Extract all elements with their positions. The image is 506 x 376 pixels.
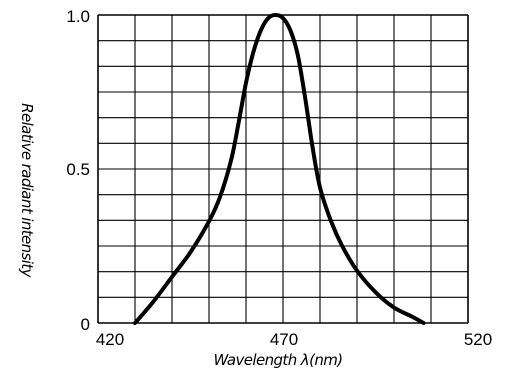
y-tick-label-0: 0	[81, 315, 90, 334]
y-tick-label-1.0: 1.0	[66, 7, 90, 26]
chart-curve	[133, 13, 426, 325]
chart-grid	[97, 14, 469, 324]
x-tick-label-470: 470	[270, 330, 298, 349]
y-tick-label-0.5: 0.5	[66, 160, 90, 179]
x-axis-title: Wavelength λ(nm)	[214, 351, 343, 369]
y-axis-title: Relative radiant intensity	[18, 103, 36, 278]
series-line-0	[133, 13, 426, 325]
x-tick-label-520: 520	[464, 330, 492, 349]
x-tick-label-420: 420	[96, 330, 124, 349]
